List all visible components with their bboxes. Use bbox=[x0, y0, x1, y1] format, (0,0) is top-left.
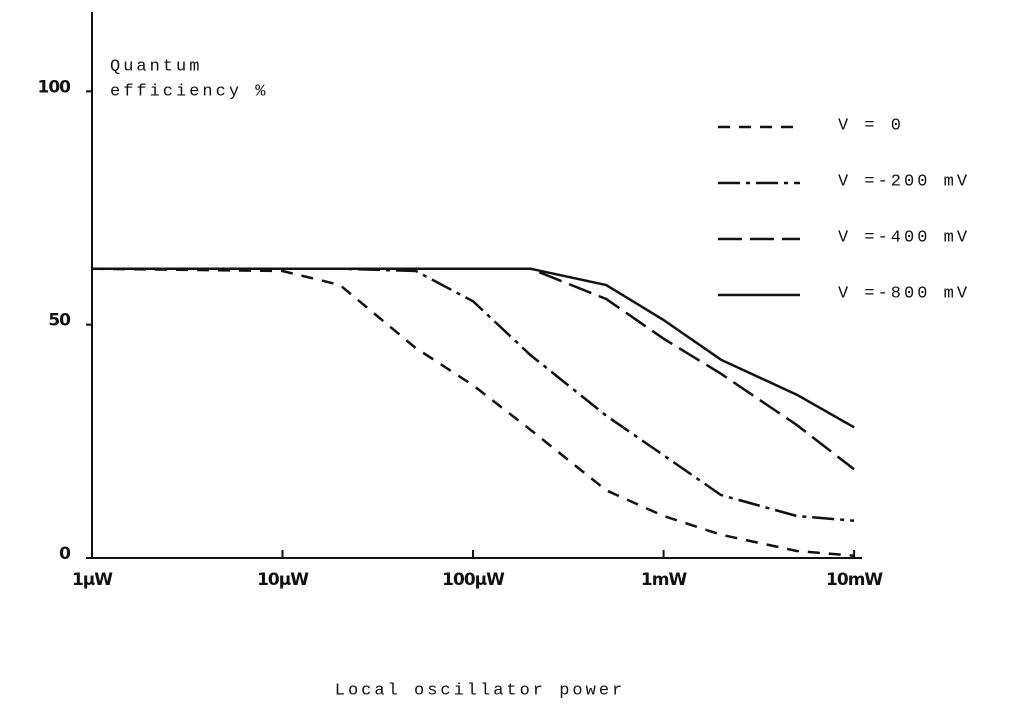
y-axis-label: efficiency % bbox=[110, 82, 268, 101]
data-line bbox=[92, 267, 855, 429]
y-axis-label: Quantum bbox=[110, 57, 202, 76]
y-tick-label: 50 bbox=[48, 311, 71, 331]
x-tick-label: 1mW bbox=[641, 570, 688, 590]
legend-label: V =-400 mV bbox=[838, 228, 970, 247]
legend-label: V = 0 bbox=[838, 116, 904, 135]
x-tick-label: 10µW bbox=[257, 570, 309, 590]
x-tick-label: 10mW bbox=[826, 570, 883, 590]
x-tick-label: 1µW bbox=[72, 570, 113, 590]
legend-label: V =-800 mV bbox=[838, 284, 970, 303]
x-tick-label: 100µW bbox=[442, 570, 505, 590]
legend-label: V =-200 mV bbox=[838, 172, 970, 191]
data-line bbox=[92, 267, 855, 522]
x-axis-label: Local oscillator power bbox=[335, 681, 625, 700]
data-line bbox=[91, 267, 855, 557]
y-tick-label: 100 bbox=[38, 77, 72, 97]
y-tick-label: 0 bbox=[59, 544, 71, 564]
